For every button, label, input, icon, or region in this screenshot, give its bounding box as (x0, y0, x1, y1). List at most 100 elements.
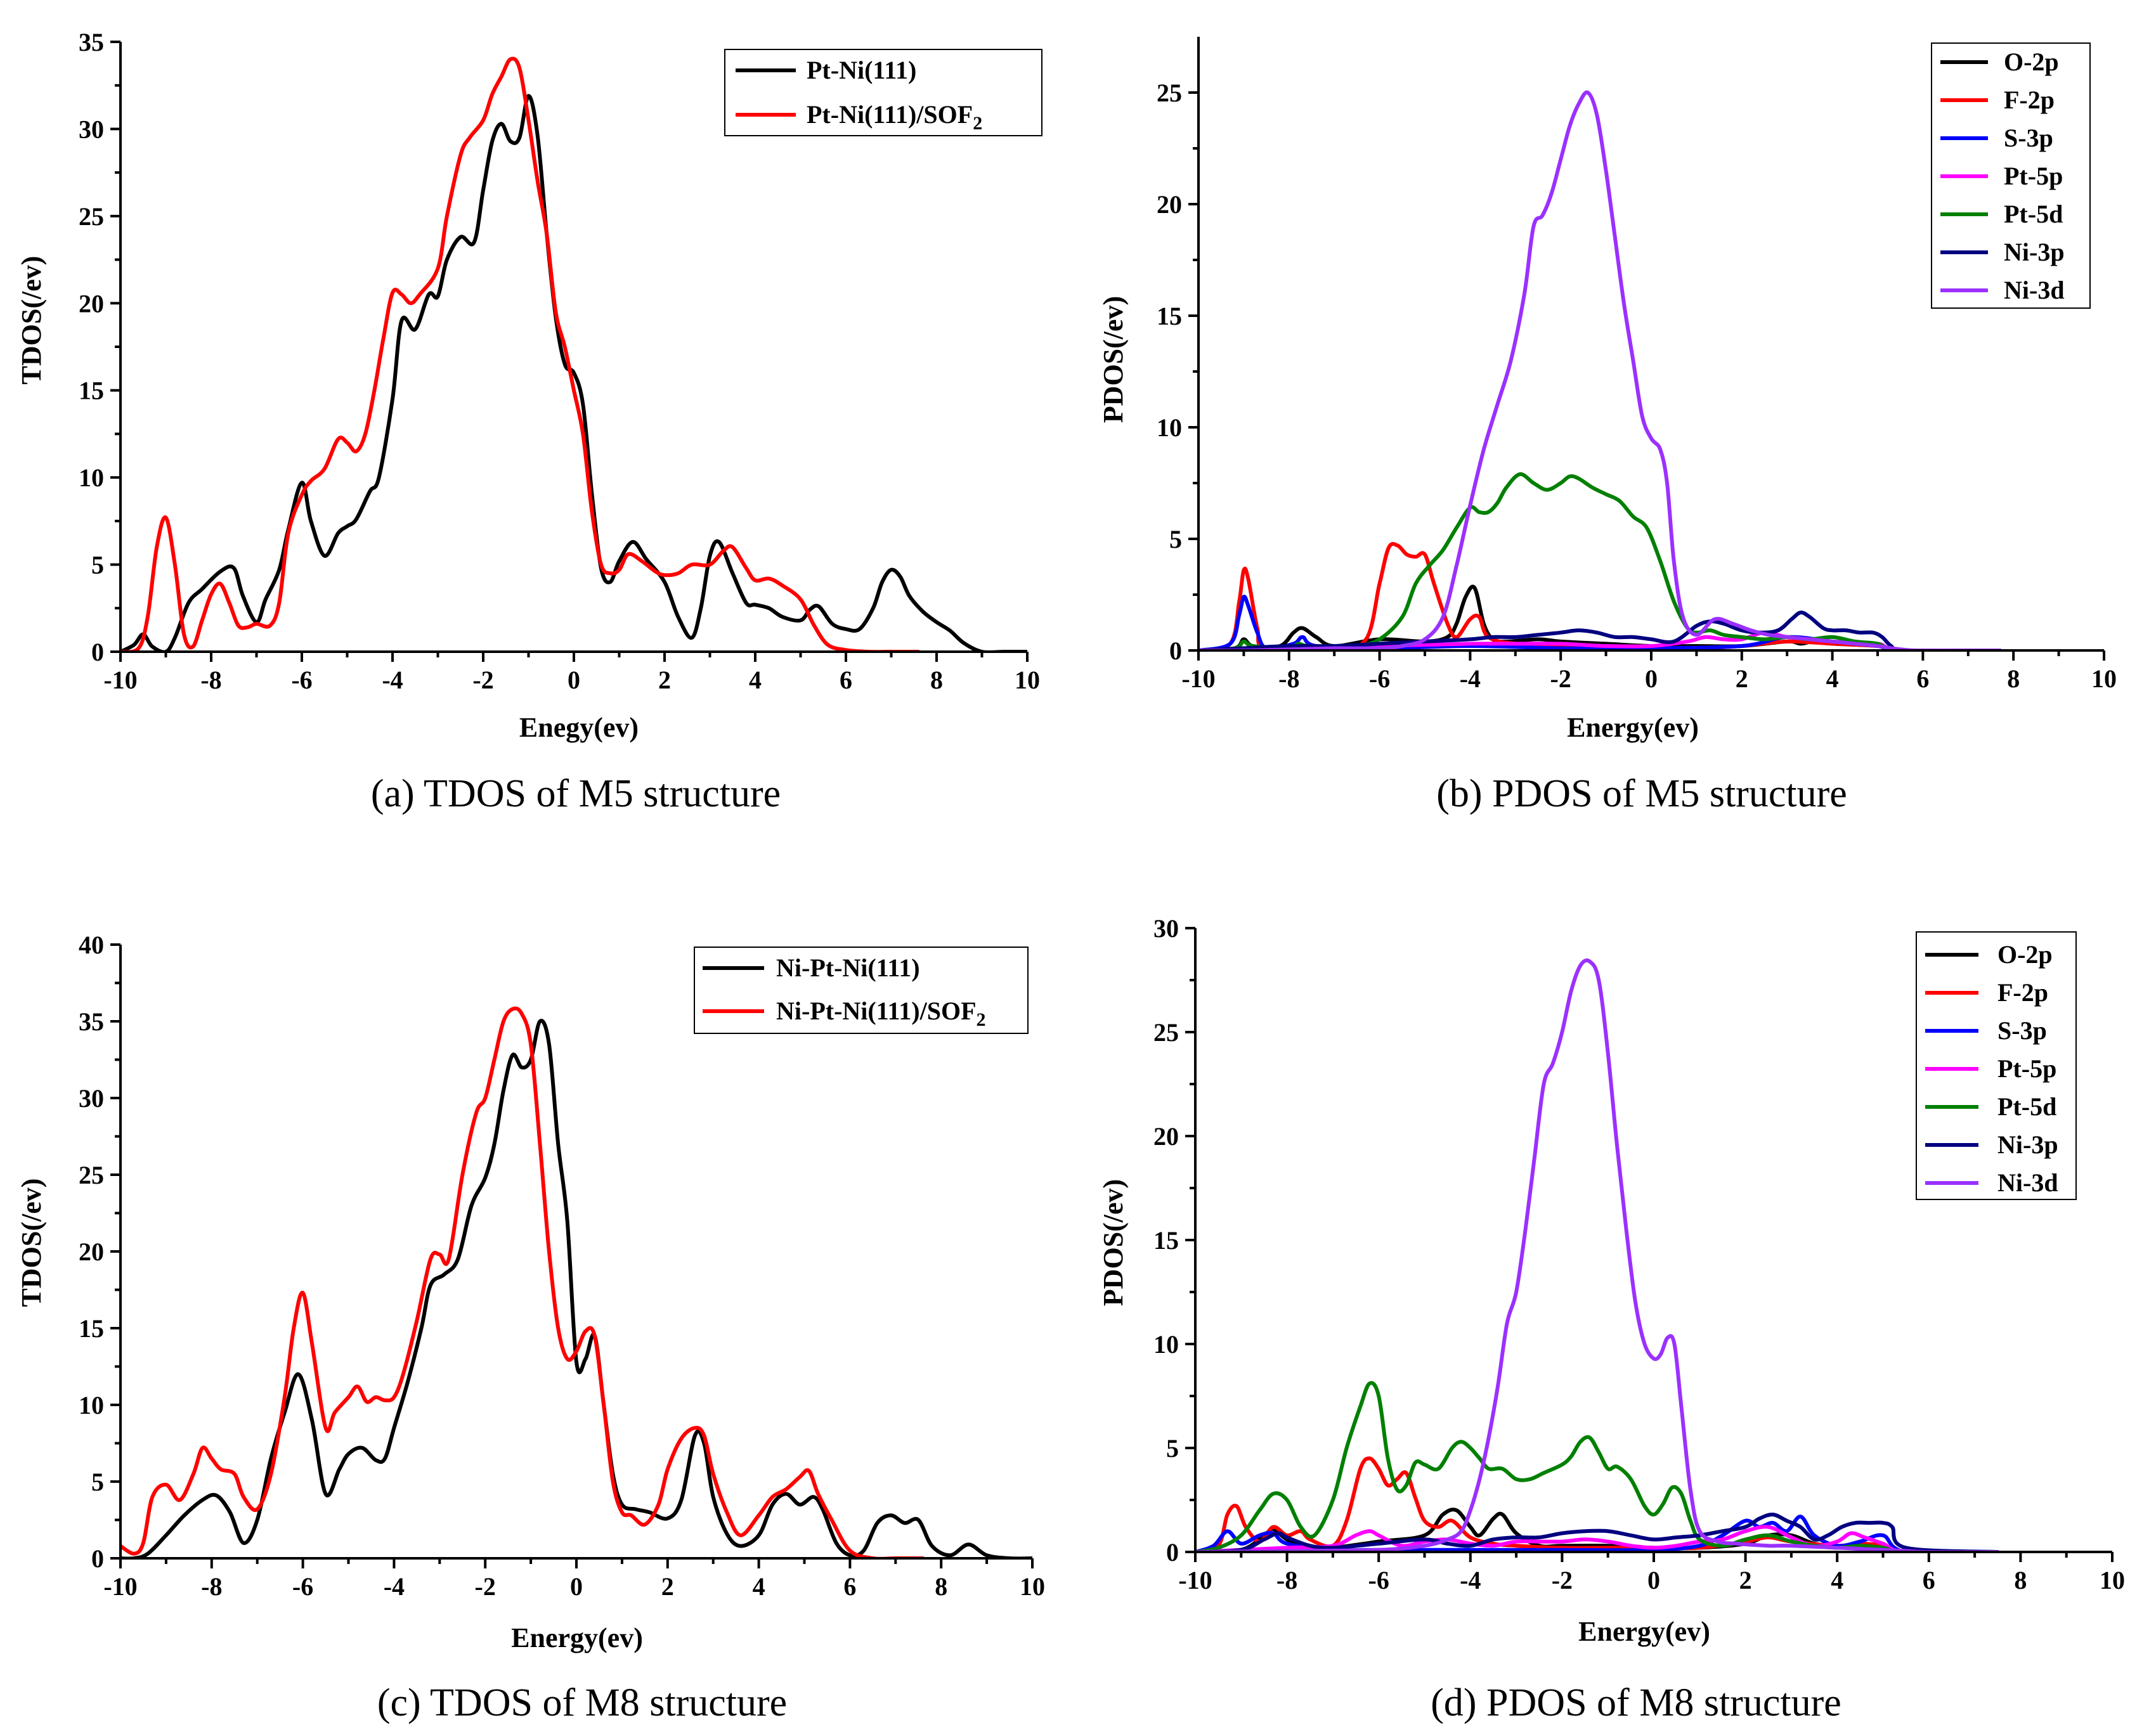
panel-c-xtick-label: -6 (292, 1572, 313, 1601)
panel-c-xlabel: Energy(ev) (511, 1622, 643, 1653)
panel-b-caption: (b) PDOS of M5 structure (1436, 772, 1847, 815)
panel-b-xtick-label: -2 (1550, 664, 1571, 693)
panel-b-ytick-label: 25 (1157, 79, 1182, 107)
panel-b-series-pt-5d-line (1198, 472, 2002, 650)
panel-c-ytick-label: 15 (79, 1314, 104, 1343)
panel-a-ytick-label: 10 (79, 463, 104, 492)
panel-a-legend-label-1-main: Pt-Ni(111)/SOF (807, 100, 973, 129)
panel-c-xtick-label: 0 (570, 1572, 583, 1601)
panel-b-xtick-label: 6 (1916, 664, 1929, 693)
panel-d-series-s-3p-line (1195, 1515, 2000, 1552)
panel-c-series-ni-pt-ni-111-sof-line (120, 1006, 925, 1558)
panel-c: TDOS(/ev) Energy(ev) (c) TDOS of M8 stru… (16, 931, 1045, 1724)
panel-a-ylabel: TDOS(/ev) (16, 256, 47, 385)
panel-a-xtick-label: -10 (103, 666, 137, 694)
panel-c-caption: (c) TDOS of M8 structure (377, 1681, 787, 1724)
panel-d-xlabel: Energy(ev) (1578, 1616, 1710, 1647)
panel-d-legend-label-3: Pt-5p (1997, 1054, 2056, 1083)
panel-d-ytick-label: 25 (1153, 1018, 1179, 1047)
panel-b-ylabel: PDOS(/ev) (1098, 296, 1129, 423)
panel-a-xtick-label: 2 (658, 666, 671, 694)
panel-b-ytick-label: 0 (1169, 637, 1182, 665)
panel-a-series-group (120, 56, 1027, 652)
panel-b-legend-label-2: S-3p (2004, 124, 2053, 152)
panel-b-xtick-label: 10 (2091, 664, 2117, 693)
panel-a-xtick-label: 4 (749, 666, 762, 694)
panel-d-ytick-label: 10 (1153, 1330, 1179, 1359)
panel-d-xtick-label: -6 (1368, 1566, 1389, 1594)
panel-d-xtick-label: -2 (1552, 1566, 1573, 1594)
panel-c-legend-box (694, 947, 1029, 1034)
panel-b-plot: -10 -8 -6 -4 -2 0 2 4 6 8 10 0 5 10 15 20 25 (1157, 37, 2117, 693)
panel-d-xtick-label: 4 (1831, 1566, 1843, 1594)
panel-d-legend-label-4: Pt-5d (1997, 1092, 2056, 1121)
panel-c-ylabel: TDOS(/ev) (16, 1179, 47, 1307)
panel-d-ytick-label: 15 (1153, 1226, 1179, 1255)
panel-b-ytick-label: 15 (1157, 302, 1182, 330)
panel-a-xtick-label: 6 (840, 666, 852, 694)
panel-b-xtick-label: -8 (1278, 664, 1299, 693)
panel-b-ytick-label: 10 (1157, 413, 1182, 442)
panel-b-legend-label-0: O-2p (2004, 48, 2059, 76)
panel-c-legend-label-0: Ni-Pt-Ni(111) (776, 953, 920, 982)
panel-a-caption: (a) TDOS of M5 structure (371, 772, 781, 815)
panel-a-legend: Pt-Ni(111) Pt-Ni(111)/SOF2 (724, 49, 1042, 136)
panel-a-legend-label-0: Pt-Ni(111) (807, 56, 916, 84)
panel-a-series-pt-ni-111-line (120, 94, 1027, 652)
panel-b-xtick-label: -6 (1369, 664, 1390, 693)
panel-c-xtick-label: 2 (661, 1572, 674, 1601)
panel-c-ytick-label: 30 (79, 1084, 104, 1113)
panel-c-legend-label-1-sub: 2 (977, 1009, 986, 1030)
panel-d-series-pt-5p-line (1195, 1525, 2000, 1552)
panel-d-xtick-label: -10 (1178, 1566, 1212, 1594)
panel-b-series-o-2p-line (1198, 585, 2002, 650)
panel-a: TDOS(/ev) Enegy(ev) (a) TDOS of M5 struc… (16, 28, 1042, 815)
panel-c-ytick-label: 0 (91, 1544, 104, 1573)
panel-d-xtick-label: 0 (1647, 1566, 1660, 1594)
panel-d-xtick-label: 10 (2100, 1566, 2125, 1594)
panel-d-series-ni-3d-line (1195, 958, 2000, 1552)
panel-d-ytick-label: 20 (1153, 1122, 1179, 1151)
panel-c-legend-label-1-main: Ni-Pt-Ni(111)/SOF (776, 997, 977, 1025)
panel-d-legend-label-5: Ni-3p (1997, 1130, 2058, 1159)
panel-b-series-ni-3d-line (1198, 90, 2002, 650)
panel-a-xlabel: Enegy(ev) (519, 712, 639, 743)
panel-c-xtick-label: -10 (103, 1572, 137, 1601)
panel-a-ytick-label: 35 (79, 28, 104, 56)
panel-b-xlabel: Energy(ev) (1567, 712, 1699, 743)
panel-d-plot: -10 -8 -6 -4 -2 0 2 4 6 8 10 0 5 10 15 20 25 30 (1153, 914, 2125, 1594)
panel-d-ytick-label: 30 (1153, 914, 1179, 943)
panel-b-legend-label-5: Ni-3p (2004, 238, 2065, 266)
panel-a-xtick-label: 0 (568, 666, 580, 694)
panel-a-ytick-label: 25 (79, 202, 104, 231)
panel-b-xtick-label: 2 (1736, 664, 1748, 693)
panel-a-xtick-label: -8 (200, 666, 221, 694)
panel-c-xtick-label: -4 (384, 1572, 405, 1601)
panel-d-xtick-label: -4 (1460, 1566, 1481, 1594)
panel-d-legend: O-2p F-2p S-3p Pt-5p Pt-5d Ni-3p Ni-3d (1916, 931, 2077, 1200)
panel-b-ytick-label: 20 (1157, 190, 1182, 219)
panel-a-ytick-label: 0 (91, 638, 104, 666)
panel-a-legend-label-1-sub: 2 (973, 113, 982, 134)
panel-d-xtick-label: -8 (1276, 1566, 1297, 1594)
panel-a-xtick-label: -2 (472, 666, 493, 694)
panel-c-xtick-label: 10 (1020, 1572, 1045, 1601)
panel-a-ytick-label: 30 (79, 115, 104, 143)
panel-d-caption: (d) PDOS of M8 structure (1431, 1681, 1841, 1724)
panel-b-legend-label-3: Pt-5p (2004, 162, 2063, 190)
panel-a-ytick-label: 20 (79, 289, 104, 318)
panel-b: PDOS(/ev) Energy(ev) (b) PDOS of M5 stru… (1098, 37, 2117, 815)
panel-d-xtick-label: 6 (1923, 1566, 1935, 1594)
panel-c-xtick-label: -8 (201, 1572, 222, 1601)
panel-c-ytick-label: 25 (79, 1161, 104, 1189)
panel-d-ytick-label: 5 (1166, 1434, 1179, 1463)
panel-d-legend-label-1: F-2p (1997, 978, 2048, 1007)
panel-a-xtick-label: -6 (291, 666, 312, 694)
panel-b-xtick-label: -10 (1181, 664, 1215, 693)
panel-b-xtick-label: -4 (1460, 664, 1481, 693)
panel-d-legend-label-2: S-3p (1997, 1016, 2047, 1045)
panel-a-ytick-label: 15 (79, 377, 104, 405)
panel-b-xtick-label: 4 (1826, 664, 1839, 693)
panel-d-legend-label-0: O-2p (1997, 940, 2053, 969)
panel-c-ytick-label: 5 (91, 1468, 104, 1496)
